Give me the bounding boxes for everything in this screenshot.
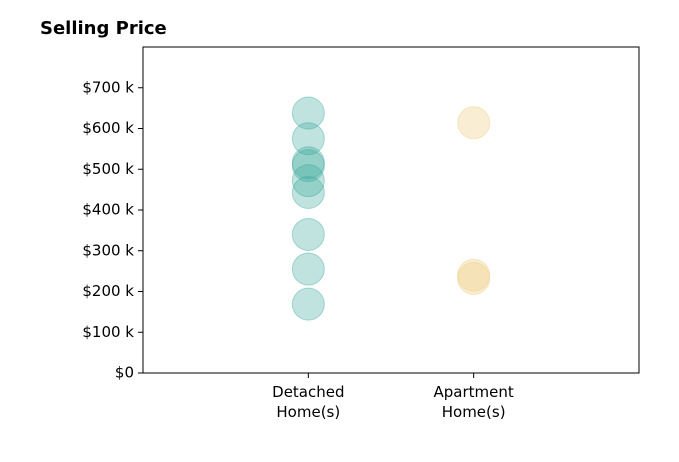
point [291, 164, 325, 198]
point [291, 96, 325, 130]
point [457, 258, 491, 292]
chart-title: Selling Price [40, 18, 167, 39]
point [291, 217, 325, 251]
plot-frame [142, 46, 640, 374]
y-tick-label: $700 k [82, 78, 134, 96]
point [457, 106, 491, 140]
point [291, 146, 325, 180]
point [291, 287, 325, 321]
point [457, 261, 491, 295]
y-tick-label: $0 [115, 364, 134, 382]
y-tick-label: $400 k [82, 201, 134, 219]
y-tick-label: $300 k [82, 241, 134, 259]
y-tick-label: $600 k [82, 119, 134, 137]
x-tick-label: Detached Home(s) [272, 383, 345, 421]
y-tick-label: $500 k [82, 160, 134, 178]
point [291, 149, 325, 183]
point [291, 122, 325, 156]
point [291, 175, 325, 209]
y-tick-label: $100 k [82, 323, 134, 341]
x-tick-label: Apartment Home(s) [433, 383, 514, 421]
y-tick-label: $200 k [82, 282, 134, 300]
point [291, 252, 325, 286]
